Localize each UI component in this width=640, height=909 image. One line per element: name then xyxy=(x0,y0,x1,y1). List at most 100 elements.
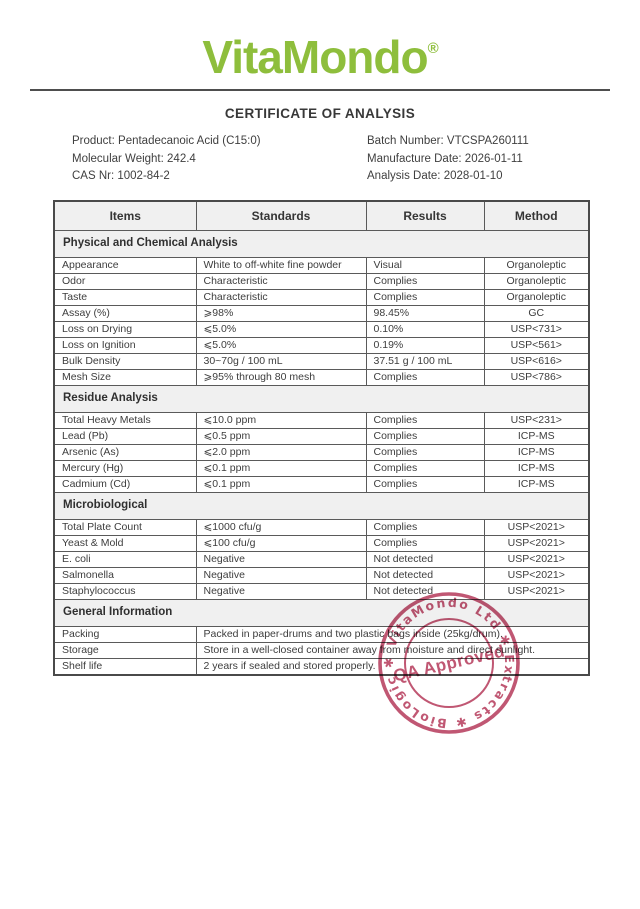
cell-item: E. coli xyxy=(53,550,197,568)
cell-method: USP<731> xyxy=(483,320,590,338)
cell-item: Packing xyxy=(53,625,197,643)
cell-result: 98.45% xyxy=(365,304,485,322)
cell-item: Total Heavy Metals xyxy=(53,411,197,429)
cell-method: USP<2021> xyxy=(483,550,590,568)
cell-item: Odor xyxy=(53,272,197,290)
manufacture-date-line: Manufacture Date: 2026-01-11 xyxy=(367,152,523,165)
table-row: E. coli Negative Not detected USP<2021> xyxy=(53,550,590,568)
section-header-row: Residue Analysis xyxy=(53,384,590,413)
cell-item: Total Plate Count xyxy=(53,518,197,536)
cell-method: ICP-MS xyxy=(483,427,590,445)
cell-item: Arsenic (As) xyxy=(53,443,197,461)
section-header-row: Physical and Chemical Analysis xyxy=(53,229,590,258)
cell-result: 0.10% xyxy=(365,320,485,338)
cell-item: Assay (%) xyxy=(53,304,197,322)
table-row: Odor Characteristic Complies Organoleptic xyxy=(53,272,590,290)
product-info-left: Product: Pentadecanoic Acid (C15:0) Mole… xyxy=(72,133,367,186)
cell-method: Organoleptic xyxy=(483,256,590,274)
cell-item: Mercury (Hg) xyxy=(53,459,197,477)
table-row: Staphylococcus Negative Not detected USP<20… xyxy=(53,582,590,600)
cell-standard: Characteristic xyxy=(195,288,367,306)
cell-standard: ⩽2.0 ppm xyxy=(195,443,367,461)
cell-result: Visual xyxy=(365,256,485,274)
table-row: Arsenic (As) ⩽2.0 ppm Complies ICP-MS xyxy=(53,443,590,461)
cell-item: Mesh Size xyxy=(53,368,197,386)
table-row: Mercury (Hg) ⩽0.1 ppm Complies ICP-MS xyxy=(53,459,590,477)
cell-method: Organoleptic xyxy=(483,288,590,306)
cell-result: Complies xyxy=(365,368,485,386)
company-logo: VitaMondo® xyxy=(0,0,640,84)
cell-item: Loss on Drying xyxy=(53,320,197,338)
cell-result: Complies xyxy=(365,443,485,461)
cell-standard: Store in a well-closed container away fr… xyxy=(195,641,590,659)
table-row: Lead (Pb) ⩽0.5 ppm Complies ICP-MS xyxy=(53,427,590,445)
cell-standard: Packed in paper-drums and two plastic ba… xyxy=(195,625,590,643)
table-row: Packing Packed in paper-drums and two pla… xyxy=(53,625,590,643)
table-row: Yeast & Mold ⩽100 cfu/g Complies USP<2021> xyxy=(53,534,590,552)
cell-method: USP<2021> xyxy=(483,582,590,600)
section-title: Microbiological xyxy=(53,491,590,520)
cell-item: Taste xyxy=(53,288,197,306)
cell-standard: ⩽5.0% xyxy=(195,320,367,338)
table-row: Total Plate Count ⩽1000 cfu/g Complies USP<… xyxy=(53,518,590,536)
cell-result: Complies xyxy=(365,288,485,306)
logo-text: VitaMondo xyxy=(202,31,428,83)
cell-result: Not detected xyxy=(365,582,485,600)
cell-standard: ⩽0.1 ppm xyxy=(195,459,367,477)
cell-method: USP<561> xyxy=(483,336,590,354)
cell-standard: ⩽100 cfu/g xyxy=(195,534,367,552)
cell-standard: ⩽5.0% xyxy=(195,336,367,354)
cell-result: Not detected xyxy=(365,550,485,568)
cas-number-line: CAS Nr: 1002-84-2 xyxy=(72,170,170,182)
cell-method: USP<2021> xyxy=(483,534,590,552)
table-row: Total Heavy Metals ⩽10.0 ppm Complies USP<2… xyxy=(53,411,590,429)
cell-item: Bulk Density xyxy=(53,352,197,370)
registered-trademark-icon: ® xyxy=(427,40,439,57)
col-header-method: Method xyxy=(483,200,590,231)
cell-item: Appearance xyxy=(53,256,197,274)
cell-method: ICP-MS xyxy=(483,443,590,461)
cell-item: Lead (Pb) xyxy=(53,427,197,445)
cell-standard: Negative xyxy=(195,566,367,584)
molecular-weight-line: Molecular Weight: 242.4 xyxy=(72,152,196,165)
cell-method: USP<616> xyxy=(483,352,590,370)
product-info-right: Batch Number: VTCSPA260111 Manufacture D… xyxy=(367,133,529,186)
analysis-table: Items Standards Results Method Physical … xyxy=(53,200,590,676)
document-title: CERTIFICATE OF ANALYSIS xyxy=(224,106,416,121)
cell-result: Complies xyxy=(365,272,485,290)
cell-item: Yeast & Mold xyxy=(53,534,197,552)
analysis-date-line: Analysis Date: 2028-01-10 xyxy=(367,170,503,182)
cell-result: 0.19% xyxy=(365,336,485,354)
cell-method: USP<2021> xyxy=(483,518,590,536)
cell-result: Complies xyxy=(365,518,485,536)
table-row: Bulk Density 30~70g / 100 mL 37.51 g / 100… xyxy=(53,352,590,370)
cell-standard: 30~70g / 100 mL xyxy=(195,352,367,370)
cell-result: 37.51 g / 100 mL xyxy=(365,352,485,370)
header-divider xyxy=(30,89,610,91)
cell-standard: ⩾95% through 80 mesh xyxy=(195,368,367,386)
table-row: Salmonella Negative Not detected USP<2021> xyxy=(53,566,590,584)
cell-standard: ⩾98% xyxy=(195,304,367,322)
col-header-standards: Standards xyxy=(195,200,367,231)
cell-item: Loss on Ignition xyxy=(53,336,197,354)
cell-result: Complies xyxy=(365,411,485,429)
cell-standard: White to off-white fine powder xyxy=(195,256,367,274)
table-header-row: Items Standards Results Method xyxy=(53,200,590,231)
cell-result: Complies xyxy=(365,427,485,445)
table-row: Storage Store in a well-closed container … xyxy=(53,641,590,659)
cell-item: Cadmium (Cd) xyxy=(53,475,197,493)
cell-item: Staphylococcus xyxy=(53,582,197,600)
table-row: Shelf life 2 years if sealed and stored p… xyxy=(53,657,590,675)
section-title: General Information xyxy=(53,598,590,627)
cell-standard: Negative xyxy=(195,582,367,600)
cell-standard: ⩽0.5 ppm xyxy=(195,427,367,445)
table-row: Cadmium (Cd) ⩽0.1 ppm Complies ICP-MS xyxy=(53,475,590,493)
product-info: Product: Pentadecanoic Acid (C15:0) Mole… xyxy=(0,133,640,186)
cell-method: ICP-MS xyxy=(483,475,590,493)
col-header-results: Results xyxy=(365,200,485,231)
batch-number-line: Batch Number: VTCSPA260111 xyxy=(367,135,529,147)
section-title: Residue Analysis xyxy=(53,384,590,413)
table-row: Loss on Drying ⩽5.0% 0.10% USP<731> xyxy=(53,320,590,338)
cell-standard: ⩽0.1 ppm xyxy=(195,475,367,493)
